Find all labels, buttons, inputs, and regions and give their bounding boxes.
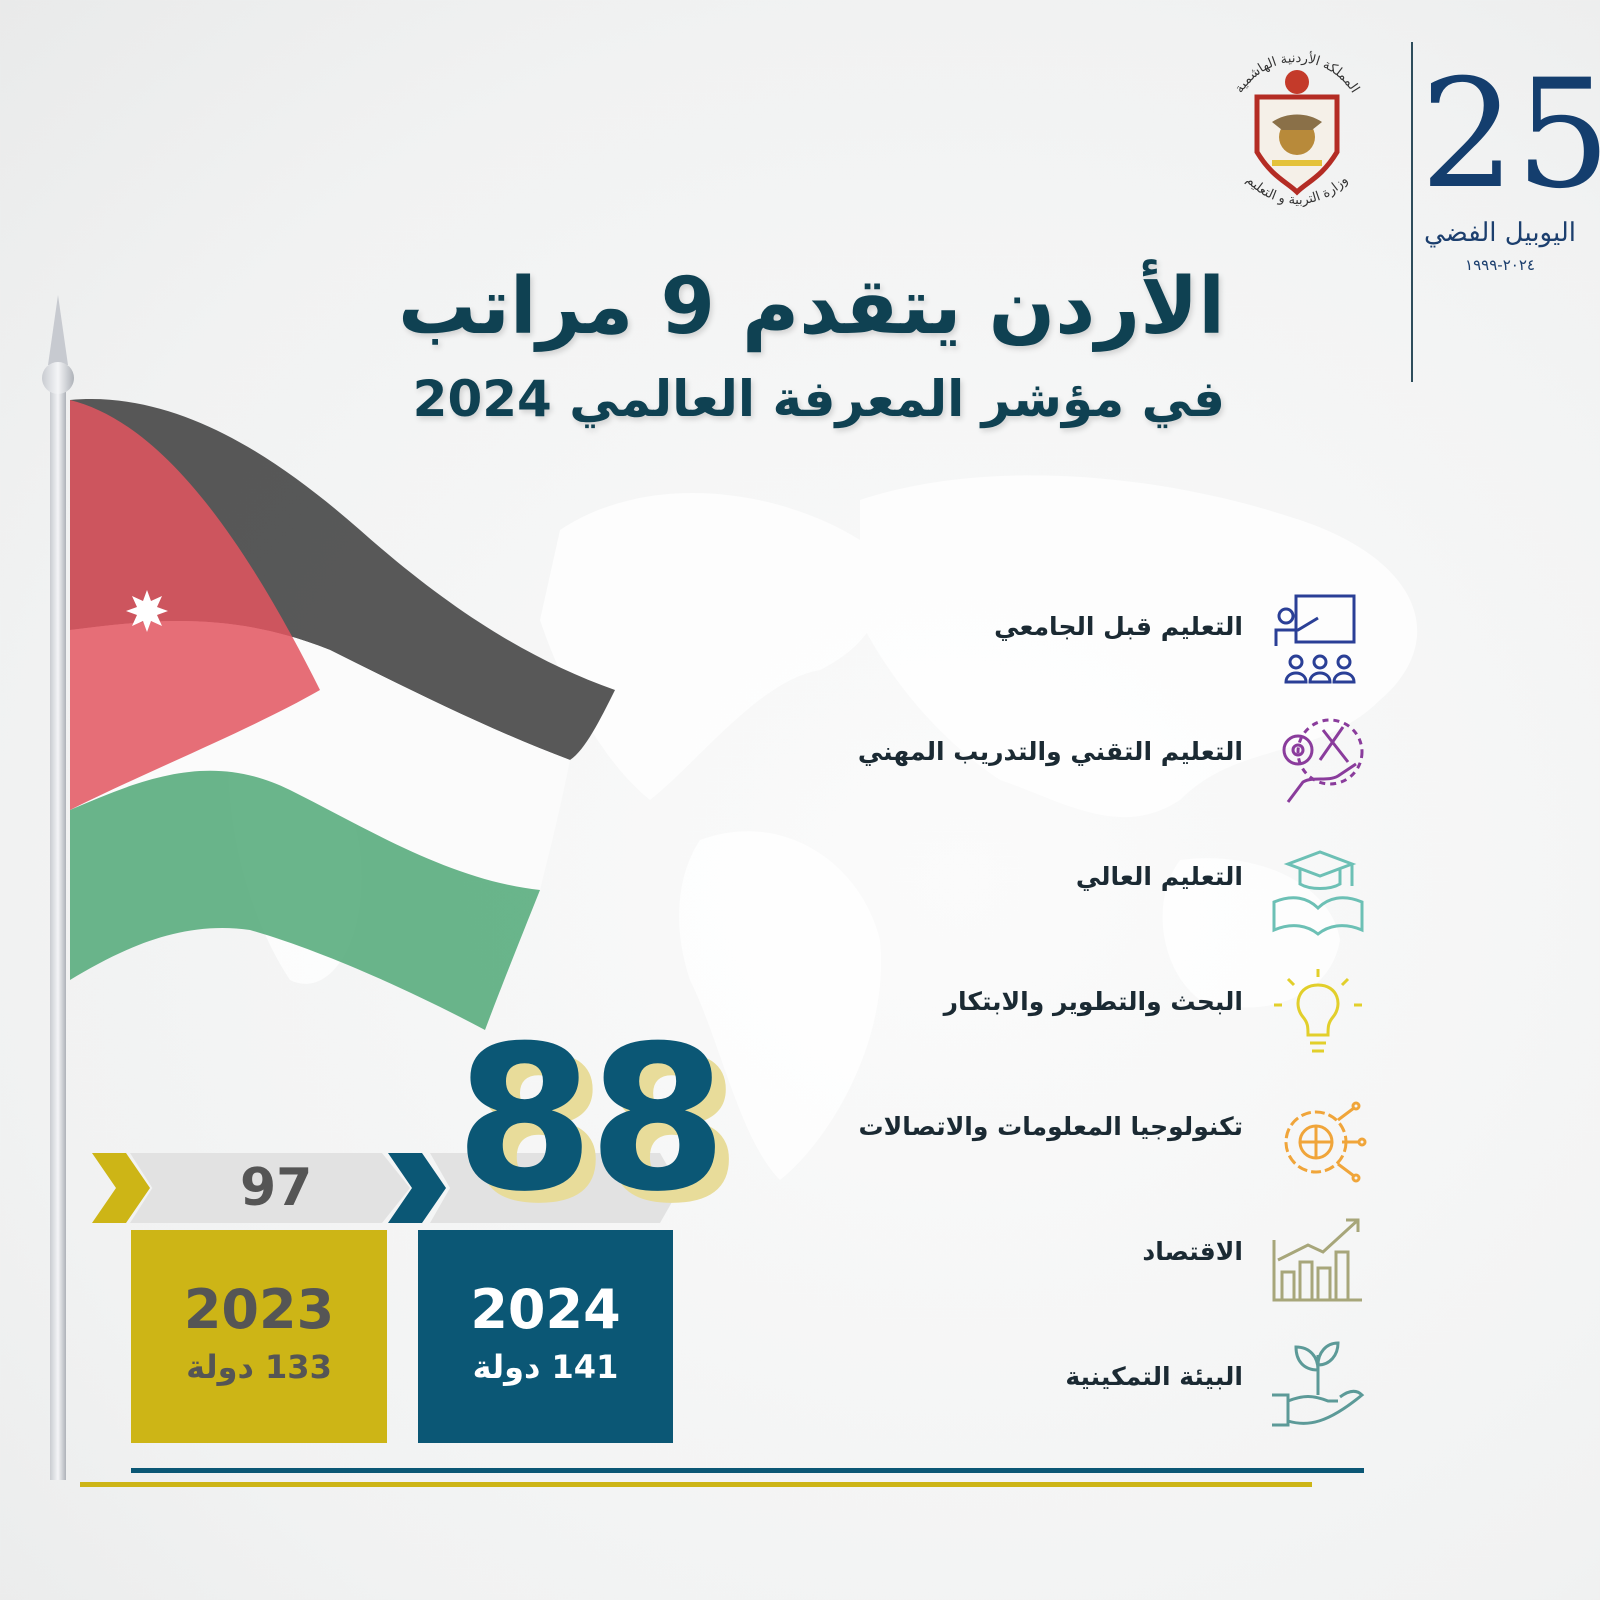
flag-green-stripe: [70, 770, 540, 1030]
plant-hand-icon: [1272, 1341, 1365, 1427]
flag-pole: [50, 380, 66, 1480]
chevron-arrow-icon: [388, 1153, 446, 1223]
headline: الأردن يتقدم 9 مراتب: [398, 262, 1225, 352]
current-rank-band: [430, 1153, 680, 1223]
category-label: التعليم قبل الجامعي: [994, 612, 1243, 641]
lightbulb-icon: [1274, 969, 1362, 1053]
category-label: البحث والتطوير والابتكار: [943, 987, 1243, 1016]
current-countries: 141 دولة: [472, 1348, 619, 1386]
category-label: التعليم التقني والتدريب المهني: [857, 737, 1243, 766]
year-2023-box: 2023 133 دولة: [131, 1230, 387, 1443]
chevron-arrow-icon: [92, 1153, 150, 1223]
previous-countries: 133 دولة: [186, 1348, 332, 1386]
jordan-flag: [42, 295, 615, 1480]
flag-red-triangle: [70, 400, 320, 810]
subheadline: في مؤشر المعرفة العالمي 2024: [412, 370, 1225, 428]
world-map-background: [228, 475, 1418, 1180]
ministry-emblem-logo: المملكة الأردنية الهاشمية وزارة التربية …: [1232, 50, 1362, 208]
jubilee-years: ٢٠٢٤-١٩٩٩: [1465, 256, 1535, 274]
globe-circuit-icon: [1284, 1101, 1367, 1183]
previous-year: 2023: [183, 1278, 335, 1341]
graduation-cap-book-icon: [1272, 850, 1364, 936]
bar-chart-growth-icon: [1272, 1218, 1362, 1302]
previous-rank: 97: [240, 1158, 313, 1218]
jubilee-number: 25: [1420, 48, 1600, 222]
current-rank: 88: [455, 1003, 727, 1236]
footer-line-blue: [131, 1468, 1364, 1473]
classroom-teacher-icon: [1274, 594, 1356, 684]
header-divider: [1411, 42, 1413, 382]
category-label: الاقتصاد: [1142, 1237, 1243, 1266]
category-label: تكنولوجيا المعلومات والاتصالات: [858, 1112, 1243, 1141]
footer-line-gold: [80, 1482, 1312, 1487]
flag-black-stripe: [70, 399, 615, 760]
star-icon: [126, 590, 168, 632]
gear-tools-hand-icon: [1282, 718, 1364, 803]
year-2024-box: 2024 141 دولة: [418, 1230, 673, 1443]
previous-rank-band: [130, 1153, 410, 1223]
category-label: التعليم العالي: [1075, 862, 1243, 891]
silver-jubilee-logo: 25 اليوبيل الفضي ٢٠٢٤-١٩٩٩: [1420, 40, 1600, 390]
current-year: 2024: [470, 1278, 621, 1341]
jubilee-name: اليوبيل الفضي: [1424, 218, 1576, 248]
category-label: البيئة التمكينية: [1065, 1362, 1243, 1391]
